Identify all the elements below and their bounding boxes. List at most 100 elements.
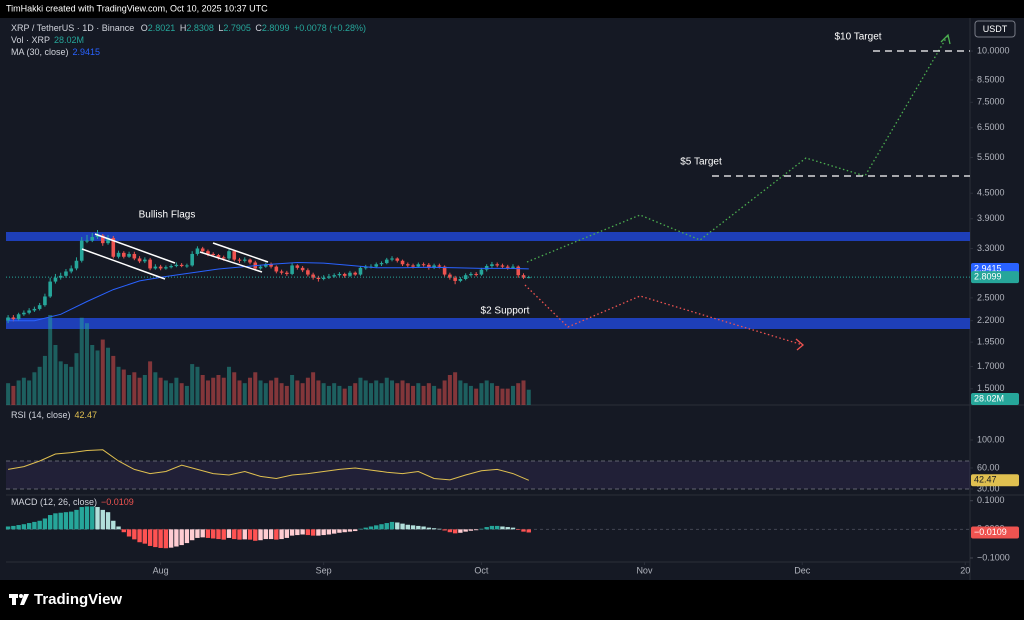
logo: TradingView <box>9 591 122 608</box>
macd-bar <box>232 529 237 540</box>
logo-shape <box>20 594 29 605</box>
volume-bar <box>63 364 68 405</box>
candle-body <box>274 266 279 272</box>
macd-bar <box>473 529 479 531</box>
currency-button[interactable] <box>974 20 1016 38</box>
y-tick-label: 5.5000 <box>977 152 1005 162</box>
annotation: Bullish Flags <box>139 210 196 221</box>
candle-body <box>342 273 347 276</box>
flag-line <box>81 248 166 280</box>
volume-bar <box>211 377 216 405</box>
candle-body <box>416 264 421 267</box>
rsi-label: 42.47 <box>974 475 997 485</box>
candle-body <box>332 275 336 277</box>
legend: Vol · XRP 28.02M <box>11 35 84 45</box>
candle-body <box>258 266 263 269</box>
legend: XRP / TetherUS · 1D · Binance O2.8021 H2… <box>11 23 366 33</box>
candle-body <box>395 258 400 261</box>
label: MA (30, close) <box>11 47 69 57</box>
volume-bar <box>184 385 189 405</box>
volume-bar <box>263 383 268 405</box>
candle-body <box>379 263 384 265</box>
macd-bar <box>21 524 27 530</box>
macd-bar <box>400 523 405 530</box>
volume-bar <box>137 377 142 405</box>
volume-bar <box>79 317 84 405</box>
candle-body <box>43 296 47 306</box>
candle-body <box>22 312 26 315</box>
annotation: $10 Target <box>834 32 881 43</box>
macd-bar <box>253 529 258 541</box>
volume-bar <box>390 380 395 405</box>
ma-price-label: 2.9415 <box>974 263 1002 273</box>
volume-bar <box>284 385 289 405</box>
high: 2.8308 <box>186 23 214 33</box>
y-tick-label: 7.5000 <box>977 97 1005 107</box>
macd-bar <box>500 526 505 530</box>
macd-bar <box>168 529 174 548</box>
volume-bar <box>163 380 168 405</box>
macd-bar <box>300 529 305 535</box>
volume-bar <box>510 385 515 405</box>
x-tick-label: Aug <box>153 565 169 575</box>
chart-area <box>0 18 1024 580</box>
volume-bar <box>142 375 147 405</box>
currency[interactable]: USDT <box>983 24 1008 34</box>
volume-bar <box>226 366 231 405</box>
macd-bar <box>316 529 321 536</box>
macd-bar <box>395 522 400 530</box>
macd-bar <box>489 525 495 530</box>
volume-bar <box>505 388 510 405</box>
volume-bar <box>205 380 210 405</box>
candle-body <box>469 273 473 276</box>
macd-bar <box>384 523 389 530</box>
candle-body <box>437 265 442 267</box>
volume-bar <box>426 383 431 405</box>
macd-bar <box>279 529 284 540</box>
candle-body <box>248 259 252 263</box>
candle-body <box>269 264 273 267</box>
macd-bar <box>284 529 290 538</box>
volume-bar <box>479 383 484 405</box>
flag-line <box>212 242 269 263</box>
macd-bar <box>268 529 274 540</box>
volume-bar <box>6 383 11 405</box>
volume-bar <box>232 372 237 405</box>
macd-bar <box>26 523 32 530</box>
volume-bar <box>411 385 416 405</box>
label: C <box>255 23 262 33</box>
x-tick-label: Oct <box>474 565 489 575</box>
macd-bar <box>505 527 510 530</box>
macd-bar <box>337 529 342 533</box>
y-tick-label: 60.00 <box>977 462 1000 472</box>
volume-bar <box>484 380 489 405</box>
candle-body <box>111 237 116 257</box>
y-tick-label: 8.5000 <box>977 74 1005 84</box>
volume-bar <box>179 383 184 405</box>
macd-bar <box>16 525 21 530</box>
last-price-label-box <box>971 271 1019 284</box>
candle-body <box>79 240 84 261</box>
legend: MACD (12, 26, close) −0.0109 <box>11 497 134 507</box>
y-tick-label: 3.9000 <box>977 213 1005 223</box>
candle-body <box>74 260 79 269</box>
candle-body <box>16 314 21 320</box>
candle-body <box>179 264 184 267</box>
macd-bar <box>137 529 142 543</box>
candle-body <box>311 274 315 278</box>
low: 2.7905 <box>223 23 251 33</box>
volume-bar <box>174 377 179 405</box>
candle-body <box>27 310 31 313</box>
volume-bar <box>421 385 426 405</box>
volume-bar <box>53 345 58 405</box>
legend: RSI (14, close) 42.47 <box>11 410 97 420</box>
flags <box>81 233 269 280</box>
macd-bar <box>463 529 468 532</box>
volume-bar <box>58 361 63 405</box>
macd-bar <box>47 515 53 530</box>
candle-body <box>37 305 42 309</box>
macd-bar <box>358 528 363 530</box>
macd-bar <box>295 529 300 536</box>
macd-bar <box>442 529 447 531</box>
